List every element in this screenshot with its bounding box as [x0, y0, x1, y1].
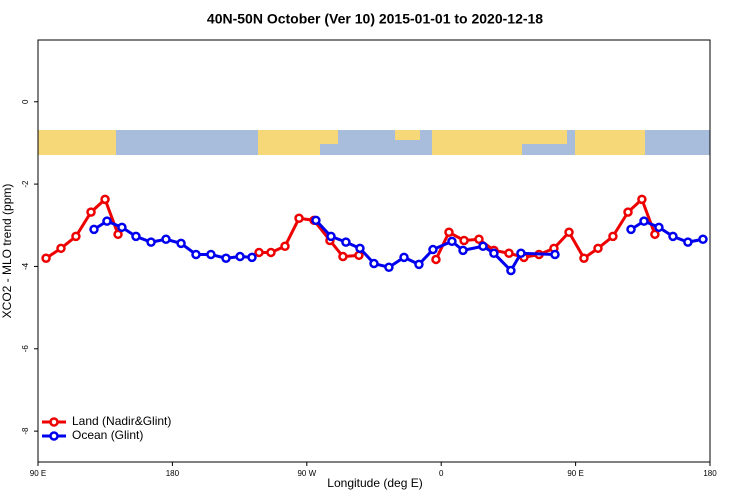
- point: [428, 244, 438, 255]
- x-tick-label: 90 E: [567, 469, 583, 478]
- y-tick-label: -4: [21, 262, 30, 270]
- point: [447, 236, 457, 247]
- point: [650, 229, 660, 240]
- x-tick-label: 180: [166, 469, 180, 478]
- point: [478, 241, 488, 252]
- point: [623, 207, 633, 217]
- x-tick-label: 0: [439, 469, 444, 478]
- point: [639, 216, 649, 226]
- point: [550, 249, 560, 260]
- point: [474, 234, 484, 245]
- point: [506, 265, 516, 276]
- x-axis-label: Longitude (deg E): [327, 476, 422, 490]
- point: [311, 215, 321, 226]
- chart-title: 40N-50N October (Ver 10) 2015-01-01 to 2…: [207, 11, 543, 27]
- legend: Land (Nadir&Glint)Ocean (Glint): [42, 414, 171, 442]
- series-line: [93, 219, 704, 274]
- point: [459, 235, 469, 246]
- legend-marker: [49, 417, 59, 427]
- point: [355, 243, 365, 254]
- y-tick-label: -6: [21, 345, 30, 353]
- point: [399, 252, 409, 263]
- point: [100, 194, 110, 205]
- y-tick-label: 0: [21, 99, 30, 104]
- point: [668, 231, 678, 242]
- y-tick-label: -2: [21, 180, 30, 188]
- point: [280, 241, 290, 252]
- point: [235, 251, 245, 262]
- y-tick-label: -8: [21, 427, 30, 435]
- point: [102, 216, 112, 226]
- point: [369, 258, 379, 269]
- x-tick-label: 90 W: [297, 469, 316, 478]
- point: [161, 234, 171, 245]
- point: [626, 224, 636, 235]
- point: [86, 207, 96, 217]
- x-tick-label: 180: [703, 469, 717, 478]
- point: [41, 253, 51, 263]
- map-strip: [38, 130, 710, 155]
- y-axis-label: XCO2 - MLO trend (ppm): [0, 184, 14, 319]
- point: [564, 227, 574, 238]
- point: [637, 194, 647, 205]
- point: [654, 222, 664, 233]
- point: [131, 231, 141, 242]
- point: [579, 253, 589, 263]
- point: [117, 222, 127, 233]
- point: [683, 237, 693, 247]
- point: [56, 243, 66, 254]
- point: [489, 248, 499, 259]
- point: [444, 227, 454, 238]
- legend-label: Land (Nadir&Glint): [72, 414, 171, 428]
- point: [146, 237, 156, 247]
- point: [384, 262, 394, 273]
- point: [191, 249, 201, 260]
- x-tick-label: 90 E: [30, 469, 46, 478]
- point: [266, 247, 276, 258]
- point: [71, 231, 81, 242]
- point: [414, 259, 424, 270]
- point: [254, 247, 264, 258]
- point: [221, 253, 231, 263]
- point: [89, 224, 99, 235]
- point: [326, 231, 336, 242]
- point: [176, 238, 186, 249]
- legend-label: Ocean (Glint): [72, 428, 143, 442]
- point: [593, 243, 603, 254]
- point: [294, 213, 304, 224]
- point: [113, 229, 123, 240]
- point: [504, 248, 514, 259]
- point: [341, 237, 351, 247]
- legend-marker: [49, 431, 59, 441]
- point: [338, 251, 348, 262]
- point: [516, 248, 526, 259]
- plot-frame: [37, 39, 711, 463]
- series-line: [45, 196, 657, 261]
- point: [608, 231, 618, 242]
- point: [698, 234, 708, 245]
- point: [431, 254, 441, 265]
- point: [458, 245, 468, 256]
- point: [206, 249, 216, 260]
- point: [247, 252, 257, 263]
